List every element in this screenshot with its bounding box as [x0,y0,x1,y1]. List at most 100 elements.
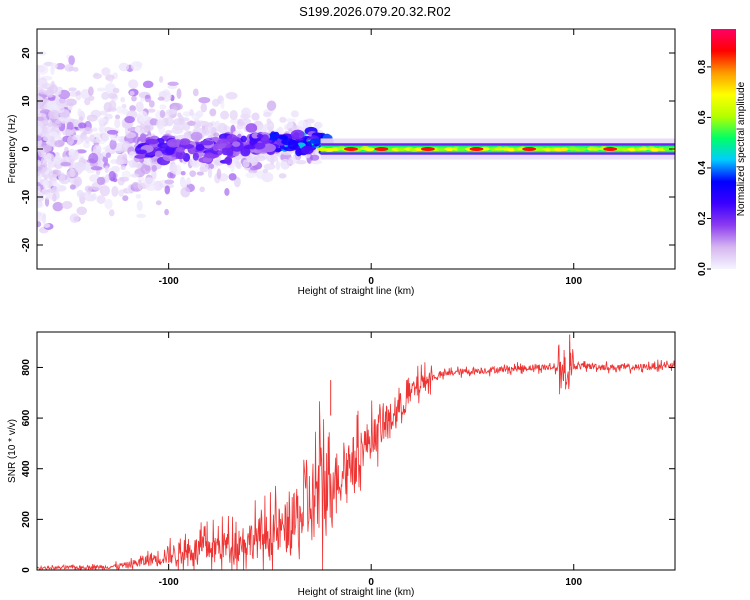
spectrum-blob [189,108,194,117]
snr-series-line [37,341,675,570]
spectrum-blob [101,67,111,76]
spectrum-blob [198,96,211,104]
spectrum-blob [115,114,121,120]
spectrum-blob [145,138,159,145]
spectrum-blob [107,167,117,173]
spectrum-blob [48,109,60,120]
spectrum-blob [256,133,264,139]
spectrum-blob [114,118,121,129]
spectrum-blob [213,132,220,137]
spectrum-blob [50,66,55,75]
spectrum-blob [61,200,73,210]
spectrum-blob [58,174,71,185]
spectrum-blob [108,209,115,217]
spectrum-blob [111,185,119,197]
spectrum-blob [266,155,279,163]
spectrum-blob [164,145,175,155]
spectrum-blob [245,172,257,179]
spectrum-blob [108,171,116,182]
spectrum-blob [73,149,79,161]
spectrum-blob [240,135,247,143]
spectrum-blob [52,193,57,202]
spectrum-blob [84,98,91,106]
spectrum-blob [255,170,266,180]
spectrum-blob [180,186,191,198]
spectrum-blob [154,150,163,158]
colorbar-label: Normalized spectral amplitude [736,81,747,216]
spectrum-blob [130,173,140,178]
spectrum-blob [125,132,137,139]
spectrum-blob [128,159,137,169]
spectrum-blob [45,191,51,200]
spectrum-blob [164,179,175,185]
spectrum-blob [179,117,190,122]
spectrum-blob [287,139,299,150]
spectrum-blob [228,173,237,181]
spectrum-blob [99,185,110,197]
spectrum-blob [81,135,87,141]
spectrum-blob [45,152,52,162]
spectrum-blob [159,104,167,110]
y-tick-label: 600 [21,409,32,426]
spectrum-blob [122,153,128,163]
spectrum-blob [86,114,98,122]
spectrum-blob [72,67,79,72]
x-tick-label: 0 [368,276,374,287]
spectrum-blob [47,174,59,182]
spectrum-blob [101,91,110,100]
spectrum-blob [37,64,42,70]
y-tick-label: 400 [21,460,32,477]
spectrum-blob [288,156,297,165]
steady-line-segment [649,147,660,152]
spectrum-blob [140,164,151,175]
spectrum-blob [194,117,199,122]
colorbar-tick-label: 0.4 [697,161,708,175]
spectrum-blob [37,170,41,177]
spectrum-blob [120,96,126,103]
y-tick-label: 10 [21,95,32,107]
spectrum-blob [69,184,76,190]
spectrum-blob [179,138,191,146]
spectrum-blob [104,174,110,183]
spectrum-blob [136,200,143,211]
spectrum-blob [151,164,158,172]
spectrum-blob [64,146,69,152]
spectrum-blob [52,201,64,212]
colorbar-tick-label: 0.6 [697,110,708,124]
spectrum-blob [119,176,130,182]
spectrum-blob [43,223,51,229]
spectrum-blob [88,86,94,97]
spectrum-blob [66,170,76,178]
spectrum-blob [204,123,213,133]
spectrum-blob [216,125,223,133]
spectrum-blob [136,213,147,218]
spectrum-blob [189,170,197,178]
spectrum-blob [107,92,118,99]
spectrum-blob [192,152,199,161]
spectral-peak [374,147,389,151]
x-tick-label: 100 [565,276,582,287]
spectrum-blob [216,168,222,180]
y-tick-label: -20 [21,237,32,252]
spectrum-blob [37,217,44,222]
spectrum-blob [224,156,232,164]
y-tick-label: 20 [21,47,32,59]
spectrum-blob [37,135,43,142]
x-tick-label: -100 [159,577,179,588]
spectrum-blob [134,162,143,169]
colorbar-tick-label: 0.0 [697,262,708,276]
spectrum-blob [176,88,182,99]
spectral-peak [343,147,358,151]
spectrum-blob [157,96,165,101]
spectrum-blob [88,152,99,164]
spectrum-blob [262,168,269,174]
spectrum-blob [75,89,82,101]
spectral-peak [420,147,435,151]
spectrum-blob [209,108,217,117]
spectrum-blob [237,121,246,127]
spectrum-blob [278,134,288,140]
spectrum-blob [90,192,97,200]
spectrum-blob [232,141,241,147]
spectrum-blob [67,105,73,111]
spectrum-blob [283,124,290,131]
